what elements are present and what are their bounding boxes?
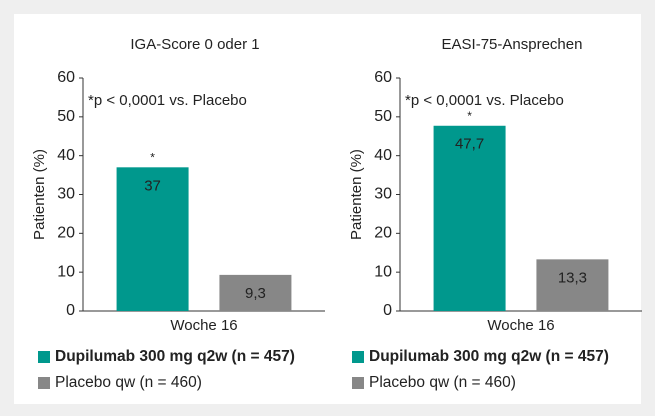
legend-swatch xyxy=(352,351,364,363)
y-tick-label: 20 xyxy=(57,225,75,242)
y-axis-label: Patienten (%) xyxy=(348,149,365,240)
legend-label: Dupilumab 300 mg q2w (n = 457) xyxy=(369,348,609,365)
x-tick-label: Woche 16 xyxy=(170,317,237,334)
legend-swatch xyxy=(38,377,50,389)
bar xyxy=(433,125,506,311)
panel xyxy=(14,14,641,404)
annotation: *p < 0,0001 vs. Placebo xyxy=(405,92,564,109)
y-tick-label: 0 xyxy=(383,302,392,319)
y-tick-label: 10 xyxy=(374,263,392,280)
annotation: *p < 0,0001 vs. Placebo xyxy=(88,92,247,109)
chart-title: EASI-75-Ansprechen xyxy=(442,36,583,53)
y-tick-label: 10 xyxy=(57,263,75,280)
chart-title: IGA-Score 0 oder 1 xyxy=(130,36,259,53)
value-label: 9,3 xyxy=(245,285,266,302)
legend-label: Dupilumab 300 mg q2w (n = 457) xyxy=(55,348,295,365)
bar xyxy=(536,259,609,311)
significance-marker: * xyxy=(150,150,155,164)
legend-label: Placebo qw (n = 460) xyxy=(369,374,516,391)
bar xyxy=(219,274,292,311)
y-tick-label: 60 xyxy=(374,69,392,86)
y-tick-label: 0 xyxy=(66,302,75,319)
y-tick-label: 50 xyxy=(374,108,392,125)
y-axis-label: Patienten (%) xyxy=(31,149,48,240)
legend-swatch xyxy=(38,351,50,363)
bar xyxy=(116,167,189,311)
y-tick-label: 20 xyxy=(374,225,392,242)
value-label: 13,3 xyxy=(558,269,587,286)
value-label: 47,7 xyxy=(455,136,484,153)
y-tick-label: 60 xyxy=(57,69,75,86)
value-label: 37 xyxy=(144,177,161,194)
legend-label: Placebo qw (n = 460) xyxy=(55,374,202,391)
y-tick-label: 40 xyxy=(374,147,392,164)
legend-swatch xyxy=(352,377,364,389)
y-tick-label: 30 xyxy=(57,186,75,203)
x-tick-label: Woche 16 xyxy=(487,317,554,334)
y-tick-label: 50 xyxy=(57,108,75,125)
significance-marker: * xyxy=(467,109,472,123)
y-tick-label: 40 xyxy=(57,147,75,164)
y-tick-label: 30 xyxy=(374,186,392,203)
